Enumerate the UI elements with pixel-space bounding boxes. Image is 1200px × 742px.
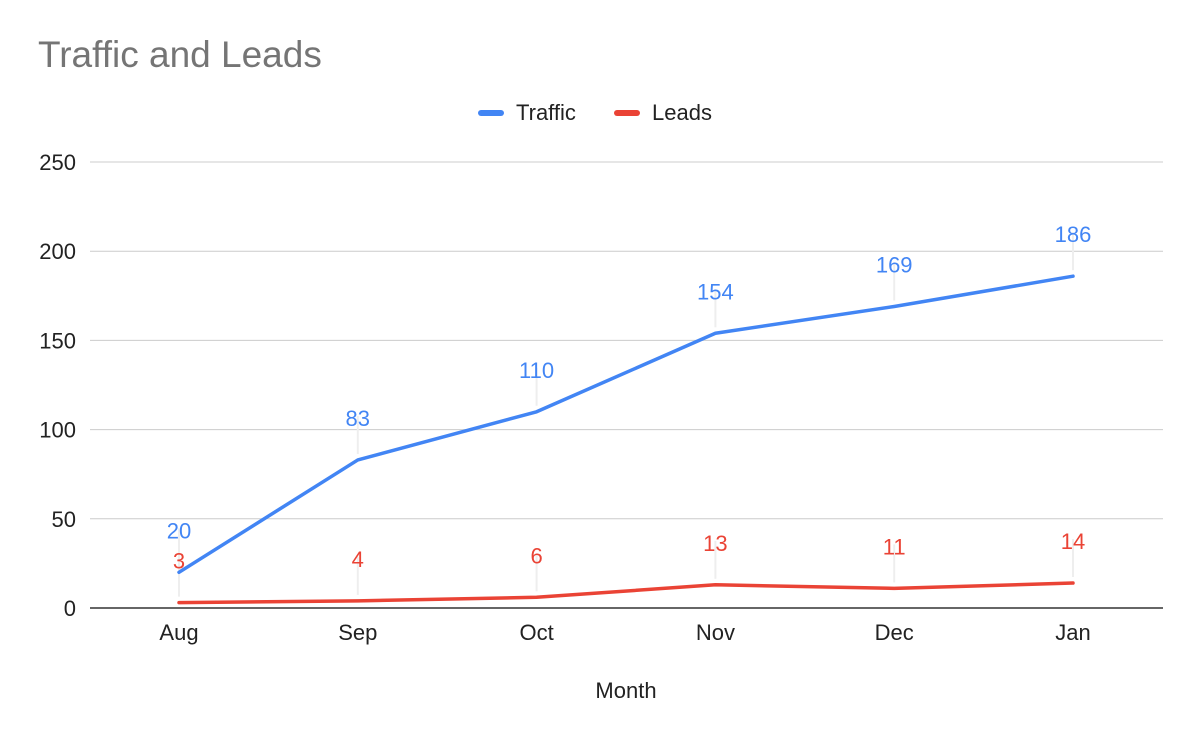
- series-line-traffic: [177, 274, 1075, 575]
- x-tick-label: Aug: [159, 620, 198, 645]
- x-axis-title: Month: [595, 678, 656, 703]
- data-label-leads: 13: [703, 531, 727, 556]
- data-label-traffic: 186: [1055, 222, 1092, 247]
- grid-layer: [90, 161, 1163, 609]
- y-tick-labels: 0 50 100 150 200 250: [39, 150, 76, 621]
- y-tick-label: 150: [39, 328, 76, 353]
- y-tick-label: 0: [64, 596, 76, 621]
- legend-swatch-leads: [614, 110, 640, 116]
- data-label-traffic: 169: [876, 253, 913, 278]
- legend-swatch-traffic: [478, 110, 504, 116]
- legend-item-leads: Leads: [614, 98, 712, 128]
- data-label-traffic: 20: [167, 518, 191, 543]
- legend-label-traffic: Traffic: [516, 100, 576, 125]
- data-label-leads: 6: [530, 543, 542, 568]
- y-tick-label: 200: [39, 239, 76, 264]
- data-labels: 20 83 110 154 169 186 3 4 6 13 11 14: [167, 222, 1092, 573]
- series-line-leads: [177, 581, 1075, 605]
- data-label-traffic: 154: [697, 279, 734, 304]
- x-tick-label: Jan: [1055, 620, 1090, 645]
- data-label-leads: 4: [352, 547, 364, 572]
- y-tick-label: 250: [39, 150, 76, 175]
- legend-item-traffic: Traffic: [478, 98, 576, 128]
- data-label-leads: 11: [883, 534, 906, 559]
- y-tick-label: 100: [39, 418, 76, 443]
- chart-title: Traffic and Leads: [38, 34, 322, 75]
- y-tick-label: 50: [52, 507, 76, 532]
- x-tick-label: Nov: [696, 620, 735, 645]
- data-label-leads: 14: [1061, 529, 1085, 554]
- x-tick-label: Oct: [519, 620, 553, 645]
- x-tick-label: Sep: [338, 620, 377, 645]
- legend: Traffic Leads: [0, 98, 1200, 128]
- x-tick-label: Dec: [875, 620, 914, 645]
- series-layer: [177, 274, 1075, 605]
- x-tick-labels: Aug Sep Oct Nov Dec Jan: [159, 620, 1090, 645]
- data-label-leads: 3: [173, 549, 185, 574]
- legend-label-leads: Leads: [652, 100, 712, 125]
- data-label-traffic: 83: [346, 406, 370, 431]
- data-label-traffic: 110: [519, 358, 554, 383]
